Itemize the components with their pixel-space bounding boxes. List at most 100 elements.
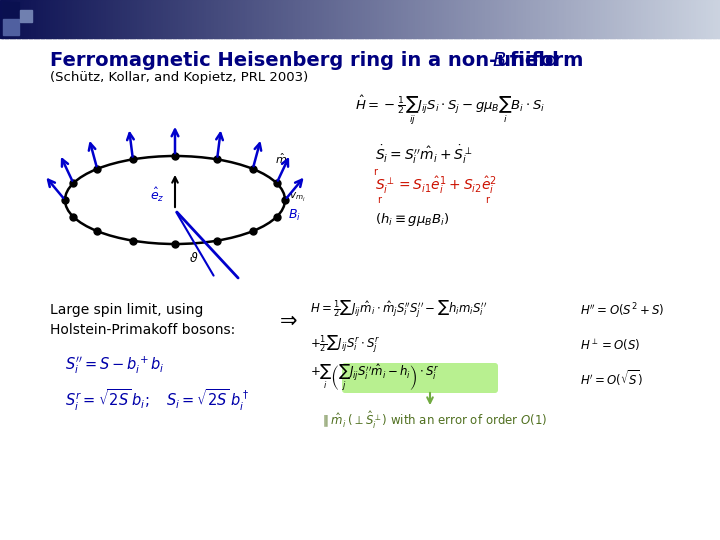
Bar (595, 0, 598, 38)
Bar (317, 0, 320, 38)
Text: r: r (485, 195, 489, 205)
Bar (686, 0, 690, 38)
Bar (355, 0, 359, 38)
Bar (77, 0, 80, 38)
Bar (413, 0, 416, 38)
Bar (535, 0, 539, 38)
Bar (142, 0, 145, 38)
Bar (238, 0, 241, 38)
Bar (139, 0, 143, 38)
Bar (449, 0, 452, 38)
Bar (696, 0, 699, 38)
Bar (89, 0, 92, 38)
Bar (22, 0, 25, 38)
Bar (264, 0, 267, 38)
Bar (715, 0, 719, 38)
Bar (101, 0, 104, 38)
Bar (115, 0, 119, 38)
Bar (475, 0, 479, 38)
Bar (207, 0, 210, 38)
Bar (509, 0, 512, 38)
Text: $\dot{S}_i = S_i^{\prime\prime} \hat{m}_i + \dot{S}_i^\perp$: $\dot{S}_i = S_i^{\prime\prime} \hat{m}_… (375, 144, 472, 166)
Bar (646, 0, 649, 38)
Bar (81, 0, 85, 38)
Bar (379, 0, 382, 38)
Bar (437, 0, 440, 38)
Bar (703, 0, 706, 38)
Bar (526, 0, 529, 38)
Bar (643, 0, 647, 38)
Bar (122, 0, 126, 38)
Bar (194, 0, 198, 38)
Bar (158, 0, 162, 38)
Bar (617, 0, 620, 38)
Bar (523, 0, 526, 38)
Bar (65, 0, 68, 38)
Bar (588, 0, 591, 38)
Bar (454, 0, 457, 38)
Bar (389, 0, 392, 38)
Bar (629, 0, 632, 38)
Bar (521, 0, 524, 38)
Bar (657, 0, 661, 38)
Bar (487, 0, 490, 38)
Bar (216, 0, 220, 38)
Bar (585, 0, 589, 38)
Bar (24, 0, 27, 38)
Text: $(h_i \equiv g\mu_B B_i)$: $(h_i \equiv g\mu_B B_i)$ (375, 212, 449, 228)
Bar (149, 0, 152, 38)
Bar (261, 0, 265, 38)
Bar (300, 0, 303, 38)
Bar (456, 0, 459, 38)
Bar (86, 0, 90, 38)
Bar (3, 2, 19, 18)
Text: Ferromagnetic Heisenberg ring in a non-uniform: Ferromagnetic Heisenberg ring in a non-u… (50, 51, 590, 70)
Bar (171, 0, 174, 38)
Bar (466, 0, 469, 38)
Bar (29, 0, 32, 38)
Text: $H' = O(\sqrt{S})$: $H' = O(\sqrt{S})$ (580, 368, 644, 388)
FancyBboxPatch shape (342, 363, 498, 393)
Text: $\vartheta$: $\vartheta$ (189, 251, 199, 265)
Bar (41, 0, 44, 38)
Bar (564, 0, 567, 38)
Bar (672, 0, 675, 38)
Bar (405, 0, 409, 38)
Bar (480, 0, 483, 38)
Bar (403, 0, 407, 38)
Bar (53, 0, 56, 38)
Bar (677, 0, 680, 38)
Bar (333, 0, 337, 38)
Bar (50, 0, 54, 38)
Bar (473, 0, 476, 38)
Bar (113, 0, 116, 38)
Bar (713, 0, 716, 38)
Bar (569, 0, 572, 38)
Bar (634, 0, 637, 38)
Bar (19, 0, 22, 38)
Text: $\parallel \hat{m}_i \; (\perp \hat{S}_i^\perp)$ with an error of order $O(1)$: $\parallel \hat{m}_i \; (\perp \hat{S}_i… (320, 409, 547, 431)
Text: r: r (373, 167, 377, 177)
Bar (434, 0, 438, 38)
Bar (67, 0, 71, 38)
Text: (Schütz, Kollar, and Kopietz, PRL 2003): (Schütz, Kollar, and Kopietz, PRL 2003) (50, 71, 308, 84)
Bar (511, 0, 515, 38)
Bar (17, 0, 20, 38)
Bar (626, 0, 630, 38)
Text: $+\frac{1}{2}\sum J_{ij} S_i^r \cdot S_j^r$: $+\frac{1}{2}\sum J_{ij} S_i^r \cdot S_j… (310, 334, 381, 356)
Bar (63, 0, 66, 38)
Bar (482, 0, 486, 38)
Bar (322, 0, 325, 38)
Bar (223, 0, 227, 38)
Bar (257, 0, 260, 38)
Bar (518, 0, 522, 38)
Bar (427, 0, 431, 38)
Text: $\Rightarrow$: $\Rightarrow$ (275, 310, 297, 330)
Bar (718, 0, 720, 38)
Bar (286, 0, 289, 38)
Bar (120, 0, 123, 38)
Bar (132, 0, 135, 38)
Bar (391, 0, 395, 38)
Bar (27, 0, 30, 38)
Bar (497, 0, 500, 38)
